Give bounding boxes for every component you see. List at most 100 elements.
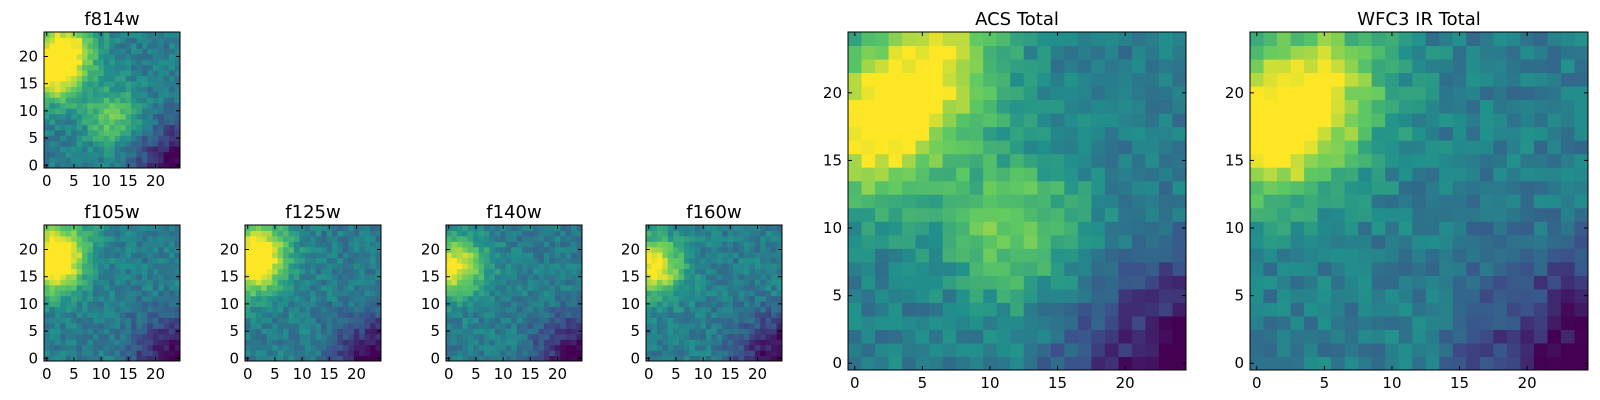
heatmap-cell bbox=[1506, 99, 1521, 114]
heatmap-cell bbox=[888, 275, 903, 290]
heatmap-cell bbox=[65, 75, 72, 82]
heatmap-cell bbox=[103, 339, 110, 346]
heatmap-cell bbox=[147, 246, 154, 253]
heatmap-cell bbox=[1290, 45, 1305, 60]
heatmap-cell bbox=[293, 284, 300, 291]
heatmap-cell bbox=[1091, 32, 1106, 47]
heatmap-cell bbox=[277, 344, 284, 351]
heatmap-cell bbox=[533, 241, 539, 248]
heatmap-cell bbox=[98, 339, 105, 346]
heatmap-cell bbox=[152, 129, 159, 136]
heatmap-cell bbox=[711, 344, 718, 351]
heatmap-cell bbox=[152, 42, 159, 49]
heatmap-cell bbox=[141, 48, 148, 55]
heatmap-cell bbox=[754, 333, 761, 340]
heatmap-cell bbox=[131, 246, 137, 253]
heatmap-cell bbox=[283, 235, 290, 242]
heatmap-cell bbox=[169, 273, 176, 280]
heatmap-cell bbox=[1398, 234, 1413, 249]
heatmap-cell bbox=[522, 246, 529, 253]
heatmap-cell bbox=[656, 273, 663, 280]
heatmap-cell bbox=[1263, 32, 1278, 47]
heatmap-cell bbox=[1263, 194, 1278, 209]
heatmap-cell bbox=[500, 284, 507, 291]
heatmap-cell bbox=[152, 246, 159, 253]
heatmap-cell bbox=[103, 344, 110, 351]
heatmap-cell bbox=[337, 268, 344, 275]
heatmap-cell bbox=[337, 263, 344, 270]
heatmap-cell bbox=[348, 317, 355, 324]
heatmap-cell bbox=[60, 42, 67, 49]
heatmap-cell bbox=[538, 268, 545, 275]
heatmap-cell bbox=[527, 284, 534, 291]
heatmap-cell bbox=[511, 230, 518, 237]
heatmap-cell bbox=[136, 102, 143, 109]
heatmap-cell bbox=[359, 279, 366, 286]
heatmap-cell bbox=[722, 235, 729, 242]
heatmap-cell bbox=[1077, 248, 1092, 263]
heatmap-cell bbox=[456, 301, 463, 308]
heatmap-cell bbox=[694, 301, 701, 308]
heatmap-cell bbox=[54, 53, 61, 60]
heatmap-cell bbox=[1547, 126, 1562, 141]
heatmap-cell bbox=[114, 48, 121, 55]
heatmap-cell bbox=[1010, 248, 1025, 263]
heatmap-cell bbox=[288, 263, 295, 270]
heatmap-cell bbox=[689, 312, 696, 318]
heatmap-cell bbox=[71, 129, 78, 136]
heatmap-cell bbox=[54, 124, 61, 131]
heatmap-cell bbox=[359, 257, 366, 264]
heatmap-cell bbox=[915, 32, 930, 47]
heatmap-cell bbox=[152, 257, 159, 264]
heatmap-cell bbox=[92, 64, 99, 71]
heatmap-cell bbox=[315, 312, 322, 318]
heatmap-cell bbox=[364, 268, 371, 275]
heatmap-cell bbox=[554, 284, 561, 291]
heatmap-cell bbox=[65, 32, 72, 38]
heatmap-cell bbox=[326, 306, 333, 313]
heatmap-cell bbox=[114, 135, 121, 142]
heatmap-cell bbox=[1439, 180, 1454, 195]
heatmap-cell bbox=[1506, 302, 1521, 317]
heatmap-cell bbox=[1091, 315, 1106, 330]
heatmap-cell bbox=[743, 268, 750, 275]
heatmap-cell bbox=[996, 315, 1011, 330]
heatmap-cell bbox=[505, 273, 512, 280]
heatmap-cell bbox=[103, 59, 110, 66]
heatmap-cell bbox=[92, 241, 99, 248]
heatmap-cell bbox=[114, 53, 121, 60]
heatmap-cell bbox=[1158, 153, 1173, 168]
heatmap-cell bbox=[98, 42, 105, 49]
heatmap-cell bbox=[266, 273, 273, 280]
heatmap-cell bbox=[1263, 234, 1278, 249]
heatmap-cell bbox=[467, 241, 474, 248]
heatmap-cell bbox=[348, 235, 355, 242]
heatmap-cell bbox=[473, 339, 480, 346]
heatmap-cell bbox=[152, 290, 159, 297]
heatmap-cell bbox=[353, 344, 360, 351]
heatmap-cell bbox=[1064, 234, 1079, 249]
heatmap-cell bbox=[136, 162, 143, 169]
heatmap-cell bbox=[760, 257, 767, 264]
heatmap-cell bbox=[554, 322, 561, 329]
heatmap-cell bbox=[92, 129, 99, 136]
heatmap-cell bbox=[163, 91, 170, 98]
heatmap-cell bbox=[1145, 275, 1160, 290]
heatmap-cell bbox=[571, 235, 578, 242]
heatmap-cell bbox=[727, 252, 734, 259]
y-tick-label: 20 bbox=[823, 84, 842, 102]
heatmap-cell bbox=[500, 306, 507, 313]
heatmap-cell bbox=[451, 322, 458, 329]
heatmap-cell bbox=[875, 315, 890, 330]
heatmap-cell bbox=[49, 146, 56, 153]
heatmap-cell bbox=[87, 235, 94, 242]
heatmap-cell bbox=[1158, 315, 1173, 330]
heatmap-cell bbox=[684, 273, 691, 280]
heatmap-cell bbox=[60, 312, 67, 318]
heatmap-cell bbox=[158, 86, 165, 93]
heatmap-cell bbox=[996, 288, 1011, 303]
heatmap-cell bbox=[538, 284, 545, 291]
heatmap-cell bbox=[87, 129, 94, 136]
heatmap-cell bbox=[169, 257, 176, 264]
heatmap-cell bbox=[484, 290, 491, 297]
